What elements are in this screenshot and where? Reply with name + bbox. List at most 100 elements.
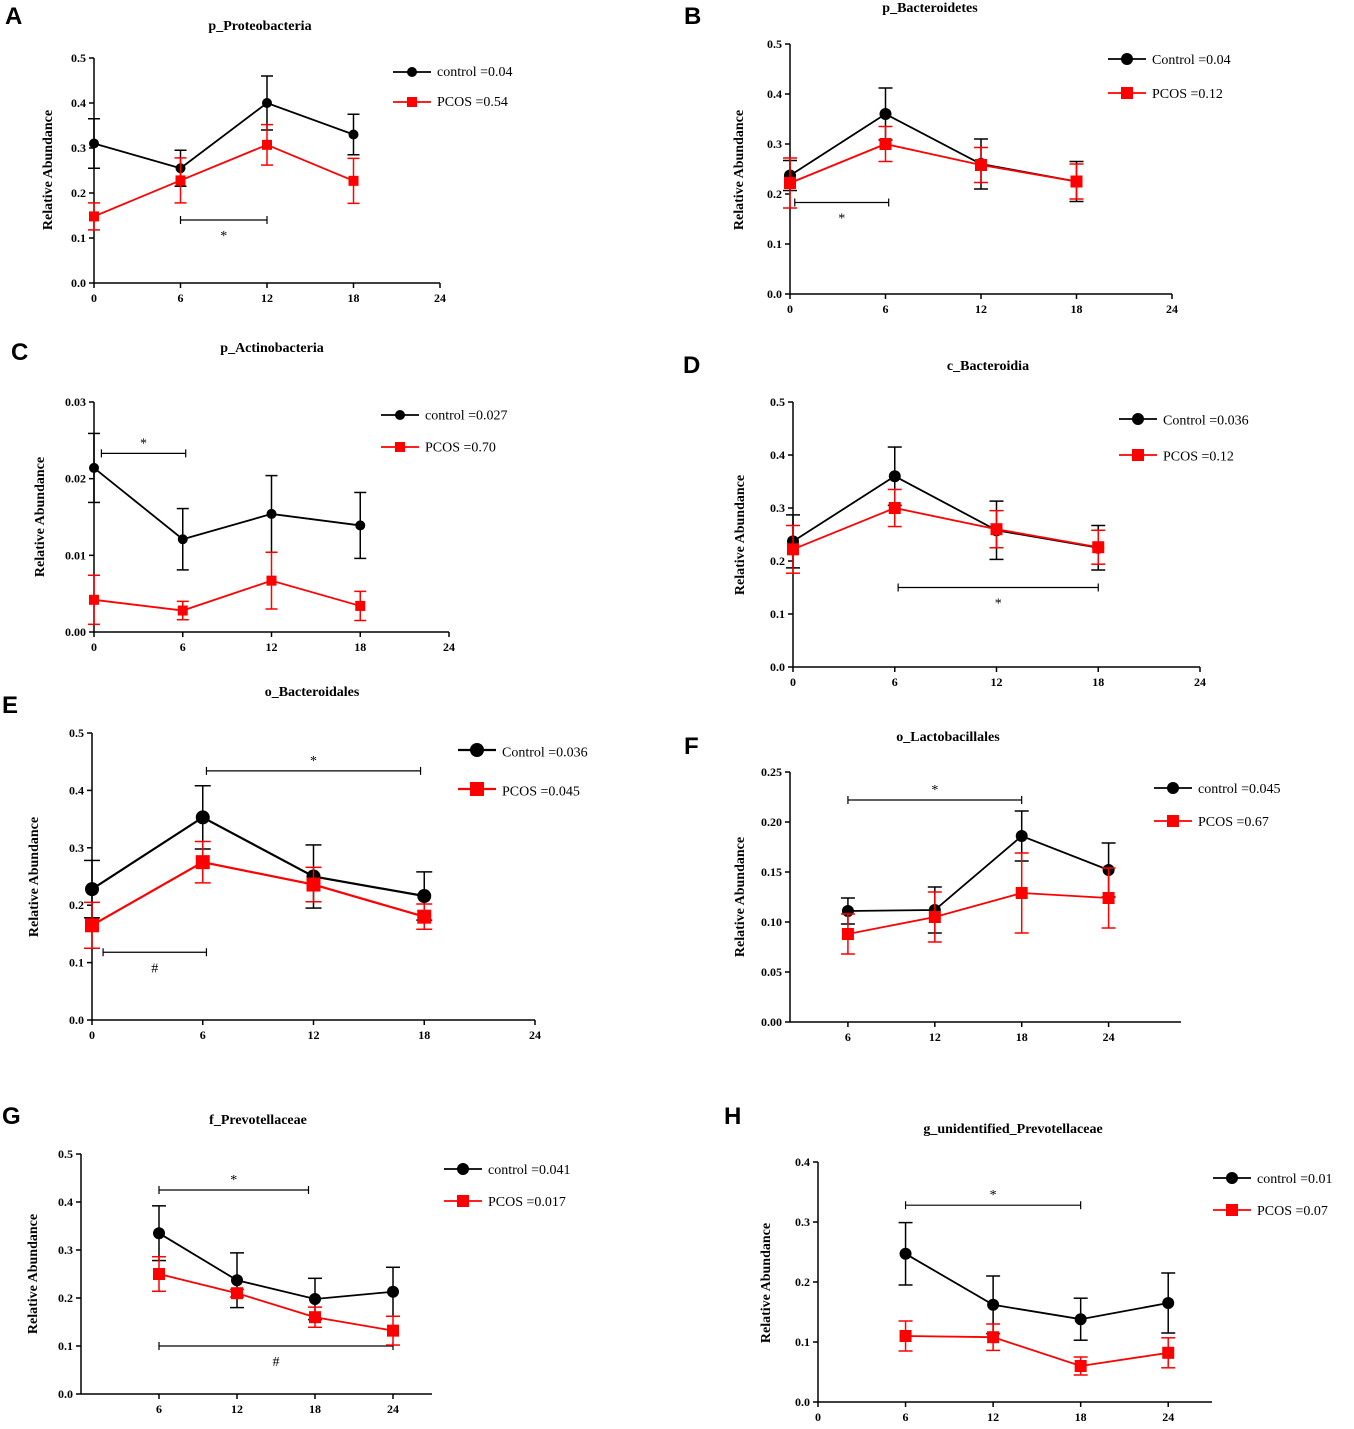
series-control	[898, 1221, 1176, 1341]
x-tick-label: 12	[975, 302, 987, 316]
data-point	[85, 918, 99, 933]
series-control	[783, 87, 1084, 203]
y-tick-label: 0.15	[761, 865, 782, 879]
data-point	[266, 508, 277, 519]
legend-item-pcos: PCOS =0.07	[1213, 1204, 1328, 1219]
x-tick-label: 24	[387, 1402, 399, 1416]
x-tick-label: 0	[91, 291, 97, 305]
legend-marker	[1121, 53, 1133, 65]
data-point	[1074, 1313, 1087, 1326]
y-tick-label: 0.4	[767, 87, 782, 101]
legend-marker	[470, 743, 484, 757]
data-point	[262, 139, 272, 150]
y-tick-label: 0.3	[69, 841, 84, 855]
y-tick-label: 0.4	[69, 783, 84, 797]
legend-item-pcos: PCOS =0.54	[393, 95, 508, 110]
y-tick-label: 0.4	[795, 1155, 810, 1169]
data-point	[784, 177, 796, 189]
legend-label: Control =0.04	[1152, 53, 1231, 68]
x-tick-label: 0	[815, 1410, 821, 1424]
series-line	[91, 816, 425, 898]
y-tick-label: 0.4	[770, 448, 785, 462]
x-tick-label: 18	[418, 1028, 430, 1042]
data-point	[879, 108, 892, 120]
x-tick-label: 18	[348, 291, 360, 305]
y-tick-label: 0.25	[761, 765, 782, 779]
data-point	[306, 877, 321, 892]
x-tick-label: 18	[1092, 675, 1104, 689]
data-point	[841, 928, 854, 940]
series-line	[792, 507, 1099, 551]
significance-marker: *	[310, 754, 317, 769]
hash-marker: #	[273, 1355, 280, 1370]
data-point	[355, 600, 366, 611]
series-line	[847, 834, 1109, 912]
x-tick-label: 12	[991, 675, 1003, 689]
y-tick-label: 0.2	[767, 187, 782, 201]
x-tick-label: 0	[89, 1028, 95, 1042]
legend-marker	[457, 1163, 469, 1175]
chart-title: p_Bacteroidetes	[882, 1, 978, 16]
series-line	[93, 143, 354, 218]
legend-marker	[1167, 815, 1179, 827]
x-tick-label: 12	[308, 1028, 320, 1042]
data-point	[177, 534, 188, 545]
y-tick-label: 0.0	[770, 660, 785, 674]
data-point	[89, 462, 99, 473]
x-tick-label: 18	[1075, 1410, 1087, 1424]
y-tick-label: 0.0	[71, 276, 86, 290]
y-tick-label: 0.1	[69, 956, 84, 970]
significance-marker: *	[990, 1188, 997, 1203]
y-tick-label: 0.2	[770, 554, 785, 568]
x-tick-label: 6	[845, 1030, 851, 1044]
legend-label: control =0.01	[1257, 1172, 1333, 1187]
x-tick-label: 18	[1071, 302, 1083, 316]
y-axis-label: Relative Abundance	[26, 1214, 41, 1334]
data-point	[153, 1227, 165, 1240]
series-pcos	[840, 852, 1116, 955]
x-tick-label: 18	[309, 1402, 321, 1416]
legend-item-control: control =0.045	[1154, 782, 1281, 797]
series-pcos	[783, 125, 1084, 209]
legend-label: PCOS =0.12	[1152, 87, 1223, 102]
legend-marker	[1226, 1172, 1238, 1184]
legend-label: control =0.04	[437, 65, 513, 80]
x-tick-label: 6	[883, 302, 889, 316]
data-point	[309, 1292, 321, 1305]
series-pcos	[88, 123, 360, 231]
chart-title: f_Prevotellaceae	[209, 1113, 307, 1128]
legend-item-pcos: PCOS =0.67	[1154, 815, 1269, 830]
data-point	[1092, 541, 1105, 554]
data-point	[89, 211, 99, 222]
series-line	[93, 579, 361, 612]
chart-title: c_Bacteroidia	[947, 359, 1029, 374]
x-tick-label: 6	[178, 291, 184, 305]
y-tick-label: 0.0	[58, 1387, 73, 1401]
legend-marker	[457, 1195, 469, 1207]
legend-marker	[1226, 1204, 1238, 1216]
x-tick-label: 24	[1162, 1410, 1174, 1424]
legend-label: Control =0.036	[1163, 414, 1249, 429]
panel-letter: G	[2, 1103, 21, 1130]
series-line	[158, 1232, 394, 1300]
y-tick-label: 0.00	[65, 625, 86, 639]
y-axis-label: Relative Abundance	[33, 457, 48, 577]
data-point	[355, 520, 366, 531]
legend-item-control: control =0.027	[381, 409, 508, 424]
chart-title: p_Proteobacteria	[208, 19, 311, 34]
legend-item-pcos: PCOS =0.045	[458, 782, 580, 799]
series-control	[152, 1205, 400, 1321]
data-point	[309, 1311, 321, 1324]
x-tick-label: 12	[261, 291, 273, 305]
series-control	[84, 785, 433, 921]
significance-marker: *	[838, 212, 845, 227]
series-line	[91, 860, 425, 927]
data-point	[1162, 1346, 1175, 1359]
y-tick-label: 0.3	[767, 137, 782, 151]
y-tick-label: 0.1	[795, 1335, 810, 1349]
y-tick-label: 0.1	[770, 607, 785, 621]
